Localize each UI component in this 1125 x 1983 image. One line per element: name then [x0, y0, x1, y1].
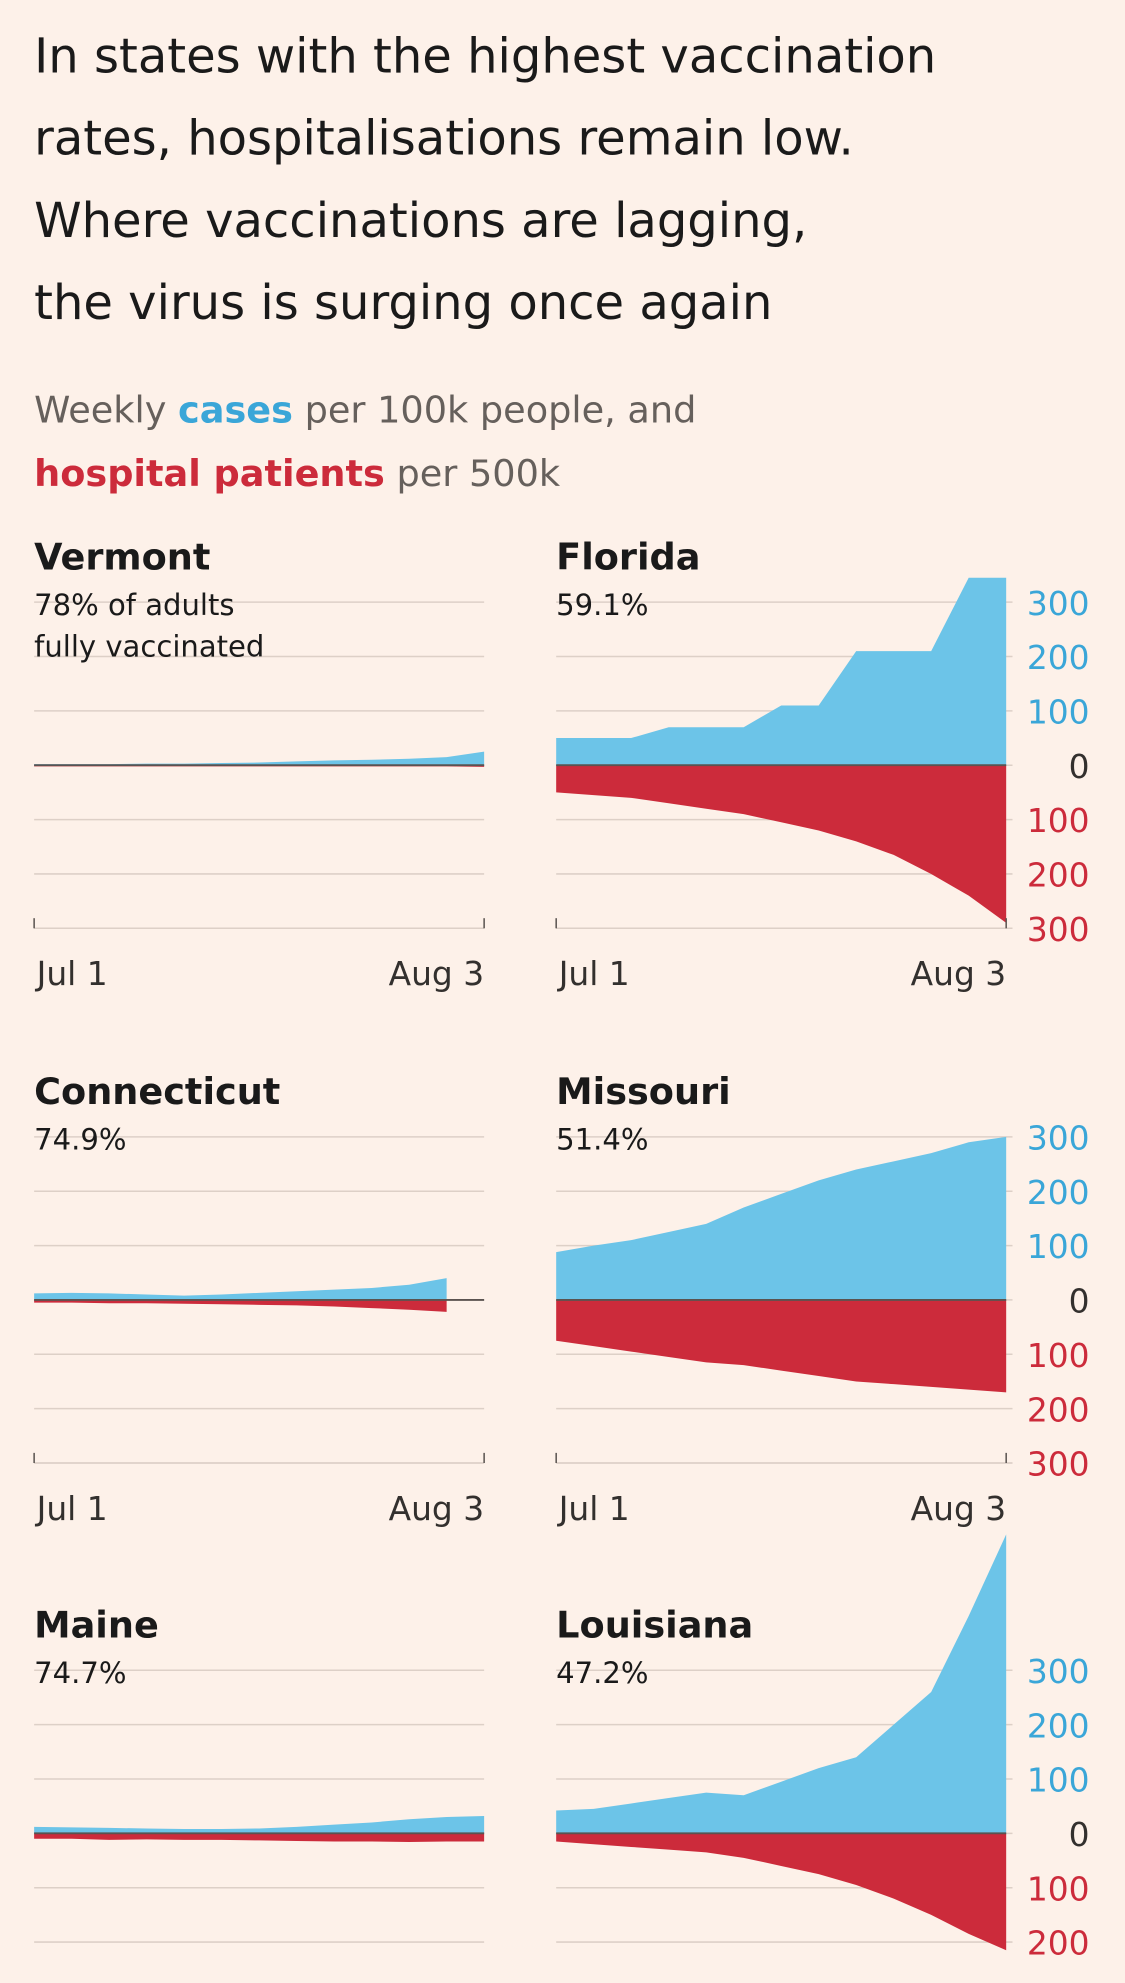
x-tick-label: Jul 1	[557, 1489, 630, 1528]
y-tick-label: 200	[1027, 1173, 1090, 1212]
y-tick-label: 100	[1027, 801, 1090, 840]
y-tick-label: 300	[1027, 910, 1090, 949]
subtitle-part: per 100k people, and	[293, 389, 696, 432]
state-name: Maine	[34, 1603, 159, 1646]
y-tick-label: 200	[1027, 1924, 1090, 1963]
y-tick-label: 200	[1027, 638, 1090, 677]
area	[556, 1833, 1007, 1951]
subtitle-part: Weekly	[34, 389, 178, 432]
state-name: Missouri	[556, 1070, 731, 1113]
y-tick-label: 0	[1069, 1282, 1090, 1321]
y-tick-label: 300	[1027, 584, 1090, 623]
y-tick-label: 100	[1027, 693, 1090, 732]
state-name: Florida	[556, 535, 700, 578]
y-tick-label: 100	[1027, 1227, 1090, 1266]
area	[34, 751, 485, 766]
state-name: Vermont	[34, 535, 210, 578]
y-tick-label: 200	[1027, 1706, 1090, 1745]
area	[34, 1278, 447, 1300]
headline: rates, hospitalisations remain low.	[34, 111, 854, 167]
y-tick-label: 0	[1069, 747, 1090, 786]
area	[556, 577, 1007, 766]
vaccination-rate: 74.7%	[34, 1656, 126, 1690]
vaccination-rate: 47.2%	[556, 1656, 648, 1690]
state-name: Connecticut	[34, 1070, 280, 1113]
y-tick-label: 100	[1027, 1869, 1090, 1908]
area	[556, 1534, 1007, 1834]
y-tick-label: 100	[1027, 1336, 1090, 1375]
x-tick-label: Jul 1	[35, 954, 108, 993]
subtitle-part: per 500k	[385, 452, 561, 495]
headline: Where vaccinations are lagging,	[34, 193, 807, 249]
vaccination-rate: 74.9%	[34, 1123, 126, 1157]
y-tick-label: 300	[1027, 1445, 1090, 1484]
vaccination-rate: fully vaccinated	[34, 630, 264, 664]
y-tick-label: 0	[1069, 1815, 1090, 1854]
subtitle: hospital patients per 500k	[34, 452, 561, 495]
subtitle-part: cases	[178, 389, 293, 432]
vaccination-rate: 51.4%	[556, 1123, 648, 1157]
x-tick-label: Aug 3	[911, 954, 1007, 993]
state-name: Louisiana	[556, 1603, 753, 1646]
subtitle: Weekly cases per 100k people, and	[34, 389, 696, 432]
headline: In states with the highest vaccination	[34, 29, 936, 85]
area	[556, 1136, 1007, 1300]
y-tick-label: 300	[1027, 1652, 1090, 1691]
x-tick-label: Jul 1	[35, 1489, 108, 1528]
x-tick-label: Aug 3	[911, 1489, 1007, 1528]
y-tick-label: 300	[1027, 1119, 1090, 1158]
x-tick-label: Jul 1	[557, 954, 630, 993]
y-tick-label: 100	[1027, 1761, 1090, 1800]
subtitle-part: hospital patients	[34, 452, 385, 495]
area	[556, 1299, 1007, 1393]
area	[34, 1815, 485, 1834]
vaccination-rate: 59.1%	[556, 588, 648, 622]
vaccination-rate: 78% of adults	[34, 588, 234, 622]
area	[556, 765, 1007, 923]
x-tick-label: Aug 3	[389, 1489, 485, 1528]
area	[34, 1833, 485, 1843]
x-tick-label: Aug 3	[389, 954, 485, 993]
y-tick-label: 200	[1027, 1390, 1090, 1429]
y-tick-label: 200	[1027, 856, 1090, 895]
headline: the virus is surging once again	[34, 275, 772, 331]
area	[34, 1299, 447, 1312]
